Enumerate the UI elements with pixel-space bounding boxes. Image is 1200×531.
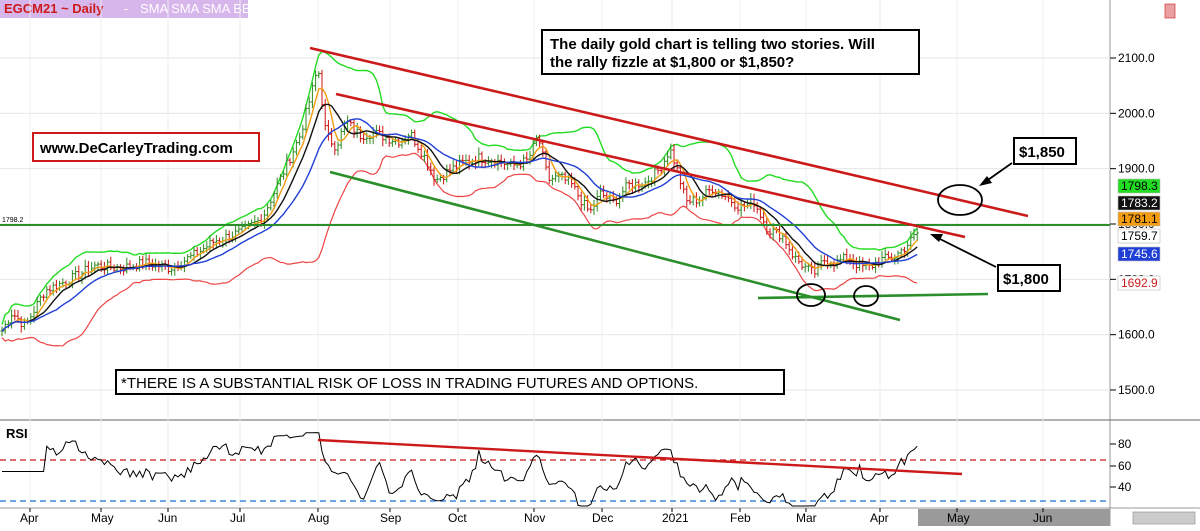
target-1800-box	[997, 264, 1061, 292]
value-tag	[1117, 228, 1161, 244]
month-tick-label: Oct	[448, 511, 467, 525]
price-tick-label: 1900.0	[1118, 162, 1155, 176]
value-tag-label: 1692.9	[1121, 276, 1158, 290]
header-box	[0, 0, 248, 18]
value-tag	[1117, 195, 1161, 211]
price-tick-label: 2100.0	[1118, 51, 1155, 65]
last-value-tags: 1798.3 1783.2 1781.1 1759.7 1745.6 1692.9	[1117, 178, 1161, 291]
month-tick-label: Apr	[870, 511, 889, 525]
sma-slow-line	[1, 118, 918, 332]
target-1850-text: $1,850	[1019, 144, 1065, 161]
header-separator: -	[124, 1, 128, 16]
rsi-tick-label: 60	[1118, 459, 1132, 473]
rsi-label: RSI	[6, 426, 28, 441]
rsi-tick-label: 80	[1118, 437, 1132, 451]
price-tick-label: 2000.0	[1118, 106, 1155, 120]
month-tick-label: 2021	[662, 511, 689, 525]
double-bottom-circle-2	[853, 285, 879, 307]
headline-line2: the rally fizzle at $1,800 or $1,850?	[550, 54, 794, 71]
target-1850-circle	[937, 184, 983, 216]
scroll-handle-icon[interactable]	[1132, 511, 1196, 525]
value-tag-label: 1783.2	[1121, 196, 1158, 210]
arrow-to-1800-head	[930, 234, 943, 242]
double-bottom-circle-1	[796, 283, 826, 307]
disclaimer-box	[115, 369, 785, 395]
headline-line1: The daily gold chart is telling two stor…	[550, 36, 875, 53]
value-tag	[1117, 246, 1161, 262]
website-box	[32, 132, 260, 162]
value-tag	[1117, 178, 1161, 194]
rsi-tick-label: 40	[1118, 480, 1132, 494]
website-text: www.DeCarleyTrading.com	[39, 140, 233, 157]
month-tick-label: Feb	[730, 511, 751, 525]
lower-band-line	[1, 152, 918, 347]
value-tag-label: 1759.7	[1121, 229, 1158, 243]
month-tick-label: Apr	[20, 511, 39, 525]
header-symbol: EGCM21 ~ Daily	[4, 1, 104, 16]
future-date-band	[918, 509, 1110, 526]
month-tick-label: Dec	[592, 511, 613, 525]
rsi-line	[2, 432, 918, 507]
month-tick-label: Jun	[158, 511, 177, 525]
month-tick-label: May	[91, 511, 114, 525]
value-tag-label: 1798.3	[1121, 179, 1158, 193]
headline-box	[541, 29, 920, 75]
price-tick-label: 1600.0	[1118, 328, 1155, 342]
support-channel-line	[329, 170, 901, 322]
arrow-to-1850	[984, 162, 1013, 183]
month-tick-label: Mar	[796, 511, 817, 525]
arrow-to-1800	[935, 236, 997, 268]
month-tick-label: Jun	[1033, 511, 1052, 525]
month-tick-label: Nov	[524, 511, 545, 525]
value-tag-label: 1781.1	[1121, 212, 1158, 226]
double-bottom-line	[757, 292, 989, 300]
price-tick-label: 1500.0	[1118, 383, 1155, 397]
month-tick-label: Jul	[230, 511, 245, 525]
lower-resistance-line	[335, 92, 966, 239]
target-1800-text: $1,800	[1003, 271, 1049, 288]
value-tag	[1117, 211, 1161, 227]
trend-lines: 1798.2	[0, 46, 1110, 322]
horizontal-level-label: 1798.2	[2, 217, 24, 224]
sma-fast-line	[1, 87, 918, 332]
corner-marker-icon	[1164, 3, 1176, 19]
axis-strip	[1110, 0, 1200, 526]
target-1850-box	[1013, 137, 1077, 165]
header-studies: SMA SMA SMA BB	[140, 1, 251, 16]
rsi-divergence-line	[317, 438, 963, 476]
value-tag	[1117, 275, 1161, 291]
rsi-panel	[0, 432, 1110, 507]
month-tick-label: May	[947, 511, 970, 525]
value-tag-label: 1745.6	[1121, 247, 1158, 261]
month-tick-label: Aug	[308, 511, 329, 525]
month-tick-label: Sep	[380, 511, 402, 525]
sma-mid-line	[1, 103, 918, 332]
disclaimer-text: *THERE IS A SUBSTANTIAL RISK OF LOSS IN …	[121, 375, 698, 392]
upper-resistance-line	[309, 46, 1029, 218]
arrow-to-1850-head	[979, 176, 992, 186]
moving-averages	[1, 87, 918, 332]
